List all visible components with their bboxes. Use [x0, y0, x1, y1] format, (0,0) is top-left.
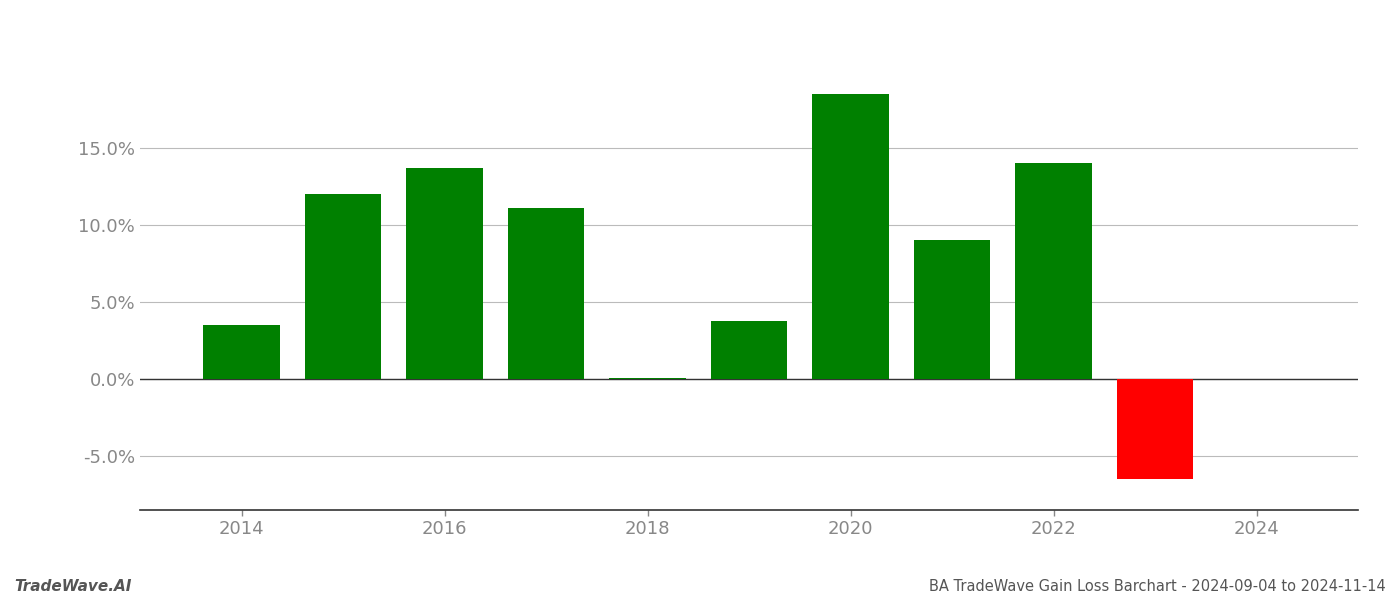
Text: TradeWave.AI: TradeWave.AI — [14, 579, 132, 594]
Bar — [508, 208, 584, 379]
Bar — [305, 194, 381, 379]
Bar — [203, 325, 280, 379]
Bar — [914, 241, 990, 379]
Bar — [1117, 379, 1193, 479]
Text: BA TradeWave Gain Loss Barchart - 2024-09-04 to 2024-11-14: BA TradeWave Gain Loss Barchart - 2024-0… — [930, 579, 1386, 594]
Bar — [812, 94, 889, 379]
Bar — [1015, 163, 1092, 379]
Bar — [406, 168, 483, 379]
Bar — [711, 320, 787, 379]
Bar — [609, 377, 686, 379]
